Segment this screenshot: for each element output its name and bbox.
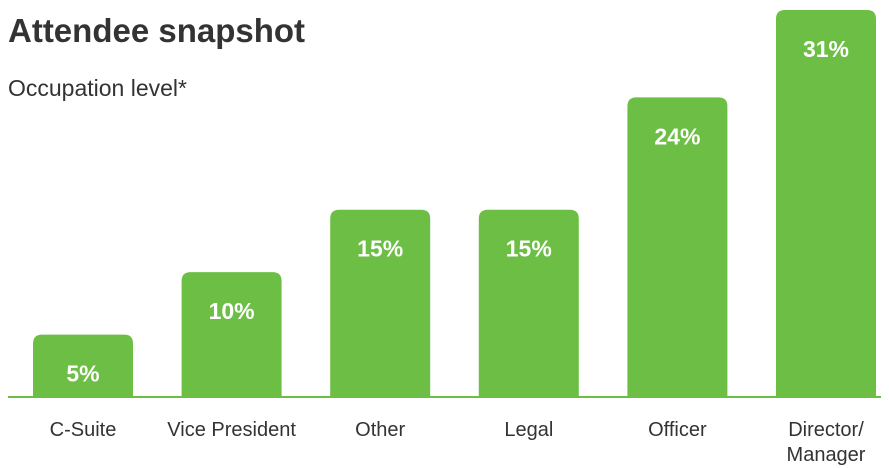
bar-value-label-2: 15% [357,236,403,262]
category-label-line: Other [355,419,405,441]
bar-value-label-0: 5% [66,361,99,387]
category-label-line: Manager [787,444,866,466]
category-label-0: C-Suite [50,419,117,441]
category-label-4: Officer [648,419,707,441]
category-label-line: Director/ [788,419,864,441]
bar-3 [478,209,579,397]
category-label-5: Director/Manager [787,419,866,466]
category-label-line: Legal [504,419,553,441]
category-label-line: Vice President [167,419,296,441]
bar-value-label-4: 24% [654,123,700,149]
bar-0 [33,334,133,397]
bar-value-label-1: 10% [209,298,255,324]
bar-1 [181,272,282,397]
category-label-3: Legal [504,419,553,441]
category-labels-group: C-Suite Vice President Other Legal Officer Di… [50,419,866,466]
bar-5 [776,10,876,397]
category-label-line: C-Suite [50,419,117,441]
category-label-2: Other [355,419,405,441]
bars-group: 5% 10% 15% 15% 24% 31% [33,10,876,398]
bar-value-label-5: 31% [803,36,849,62]
category-label-1: Vice President [167,419,296,441]
bar-4 [627,97,728,398]
bar-value-label-3: 15% [506,236,552,262]
chart-subtitle: Occupation level* [8,75,187,101]
bar-2 [330,209,431,397]
chart-title: Attendee snapshot [8,12,306,49]
category-label-line: Officer [648,419,707,441]
